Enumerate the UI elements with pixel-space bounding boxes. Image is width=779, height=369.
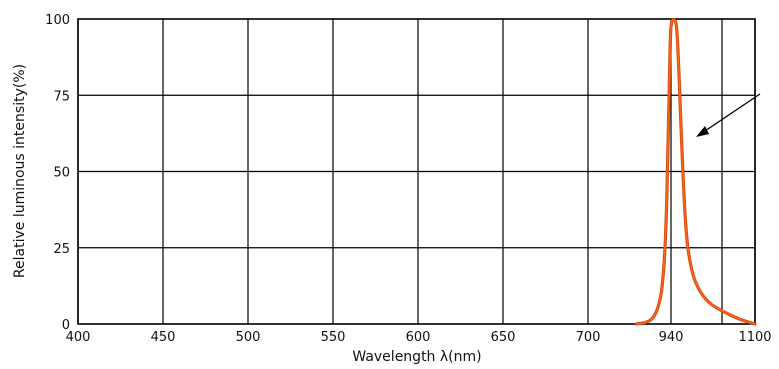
y-tick-label: 25 — [53, 242, 70, 257]
x-tick-labels: 400 450 500 550 600 650 700 940 1100 — [66, 330, 772, 345]
x-tick-label: 550 — [321, 330, 346, 345]
arrow-line — [701, 93, 761, 134]
x-tick-label: 450 — [151, 330, 176, 345]
x-axis-title: Wavelength λ(nm) — [352, 349, 481, 365]
y-tick-label: 75 — [53, 89, 70, 104]
y-tick-label: 100 — [45, 13, 70, 28]
y-tick-label: 0 — [62, 318, 70, 333]
x-tick-label: 940 — [659, 330, 684, 345]
x-tick-label: 1100 — [738, 330, 771, 345]
arrow-head — [696, 126, 709, 137]
spectrum-series-highlight — [636, 19, 756, 325]
x-tick-label: 650 — [491, 330, 516, 345]
x-tick-label: 600 — [406, 330, 431, 345]
x-tick-label: 500 — [236, 330, 261, 345]
plot-frame — [77, 18, 756, 325]
x-tick-label: 700 — [576, 330, 601, 345]
y-tick-label: 50 — [53, 166, 70, 181]
y-axis-title: Relative luminous intensity(%) — [12, 64, 28, 278]
peak-annotation-arrow — [696, 93, 761, 137]
x-tick-label: 400 — [66, 330, 91, 345]
gridlines — [77, 19, 756, 324]
y-tick-labels: 0 25 50 75 100 — [45, 13, 70, 333]
